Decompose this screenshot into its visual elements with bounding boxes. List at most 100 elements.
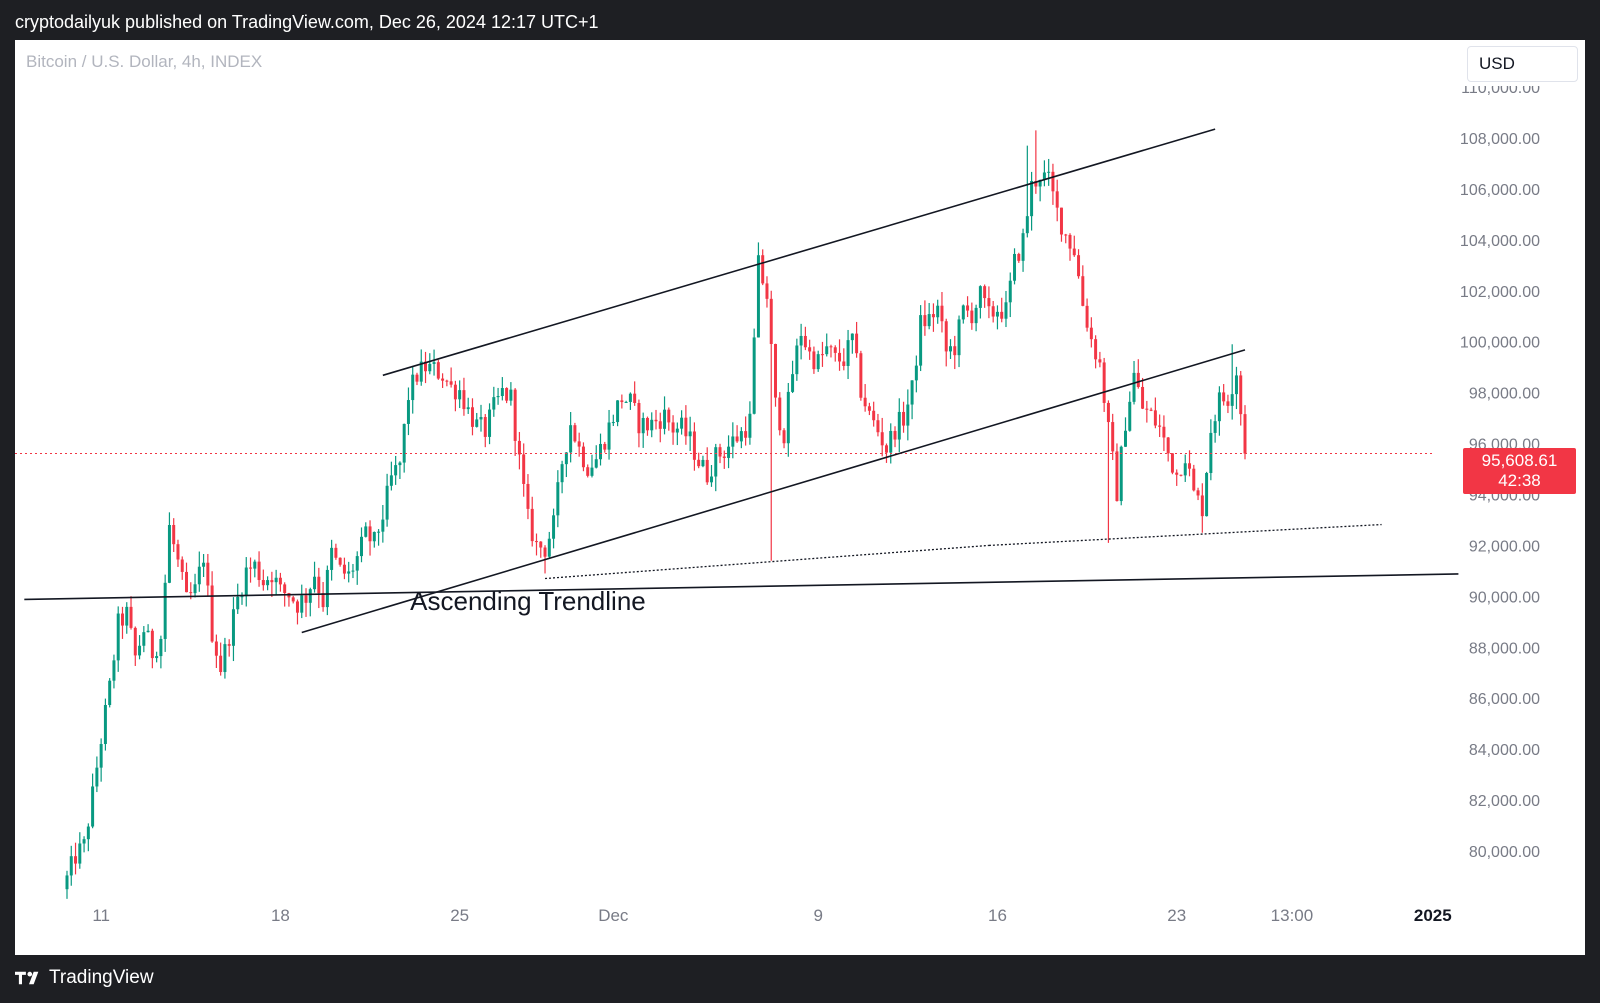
- candle-body: [223, 644, 227, 673]
- candle-body: [1098, 359, 1102, 363]
- candle-body: [325, 569, 329, 608]
- candle-body: [769, 298, 773, 344]
- candle-body: [748, 413, 752, 438]
- candle-body: [176, 544, 180, 560]
- candle-body: [475, 419, 479, 427]
- candle-body: [697, 459, 701, 467]
- candle-body: [180, 559, 184, 572]
- candle-body: [564, 452, 568, 465]
- candle-body: [1222, 392, 1226, 402]
- candle-body: [125, 606, 129, 626]
- candle-body: [385, 485, 389, 520]
- candle-body: [940, 305, 944, 322]
- candle-body: [300, 595, 304, 613]
- candle-body: [470, 407, 474, 427]
- support-dotted-line-2[interactable]: [988, 523, 1382, 547]
- candle-body: [547, 538, 551, 557]
- candle-body: [594, 459, 598, 468]
- y-tick-label: 88,000.00: [1469, 640, 1540, 657]
- candle-body: [1025, 216, 1029, 234]
- y-tick-label: 86,000.00: [1469, 691, 1540, 708]
- candle-body: [133, 627, 137, 656]
- ascending-trendline[interactable]: [24, 573, 1459, 601]
- candle-body: [257, 561, 261, 581]
- chart-area[interactable]: 80,000.00 82,000.00 84,000.00 86,000.00 88,0…: [15, 40, 1585, 955]
- candle-body: [978, 286, 982, 308]
- candle-body: [483, 417, 487, 437]
- candle-body: [1213, 421, 1217, 433]
- candle-body: [791, 374, 795, 392]
- candle-body: [756, 255, 760, 338]
- candle-body: [278, 577, 282, 585]
- candle-body: [381, 519, 385, 532]
- candle-body: [1068, 234, 1072, 249]
- candle-body: [368, 526, 372, 542]
- candle-body: [991, 306, 995, 317]
- candle-body: [522, 454, 526, 484]
- candle-body: [197, 566, 201, 585]
- candle-body: [846, 340, 850, 366]
- candle-body: [923, 315, 927, 327]
- candle-body: [334, 547, 338, 558]
- candle-body: [185, 571, 189, 593]
- candle-body: [65, 875, 69, 890]
- candle-body: [415, 374, 419, 382]
- candle-body: [1021, 233, 1025, 261]
- candle-body: [1234, 375, 1238, 395]
- channel-lower-line[interactable]: [301, 349, 1246, 634]
- candle-body: [650, 419, 654, 431]
- candle-body: [342, 564, 346, 574]
- candle-body: [953, 346, 957, 356]
- candle-body: [389, 475, 393, 486]
- candle-body: [735, 436, 739, 442]
- candle-body: [1038, 179, 1042, 187]
- candle-body: [496, 396, 500, 398]
- candle-body: [445, 380, 449, 382]
- candle-body: [95, 767, 99, 787]
- symbol-title: Bitcoin / U.S. Dollar, 4h, INDEX: [26, 52, 263, 71]
- candle-body: [355, 556, 359, 571]
- candle-body: [1166, 437, 1170, 454]
- candle-body: [1059, 207, 1063, 235]
- candle-body: [599, 443, 603, 460]
- candle-body: [705, 459, 709, 483]
- x-tick-label: 13:00: [1271, 906, 1314, 925]
- candle-body: [556, 482, 560, 516]
- candle-body: [825, 346, 829, 355]
- candle-body: [411, 374, 415, 401]
- candle-body: [765, 283, 769, 299]
- y-tick-label: 106,000.00: [1460, 182, 1540, 199]
- candle-body: [1183, 463, 1187, 476]
- candle-body: [1042, 172, 1046, 180]
- candle-body: [1004, 302, 1008, 319]
- candle-body: [1008, 280, 1012, 303]
- publish-bar: cryptodailyuk published on TradingView.c…: [0, 0, 1600, 40]
- candle-body: [701, 459, 705, 467]
- candle-body: [663, 409, 667, 429]
- candle-body: [99, 744, 103, 768]
- candle-body: [1111, 422, 1115, 452]
- y-tick-label: 82,000.00: [1469, 793, 1540, 810]
- candle-body: [1149, 409, 1153, 411]
- candle-body: [1102, 362, 1106, 403]
- candle-body: [560, 464, 564, 483]
- candle-body: [949, 346, 952, 352]
- candlestick-chart[interactable]: 80,000.00 82,000.00 84,000.00 86,000.00 88,0…: [15, 40, 1585, 955]
- candle-body: [360, 536, 363, 557]
- candle-body: [159, 638, 163, 657]
- support-dotted-line-1[interactable]: [544, 544, 989, 580]
- footer[interactable]: TradingView: [15, 962, 154, 994]
- candle-body: [927, 314, 931, 327]
- candle-body: [406, 400, 410, 424]
- candle-body: [718, 447, 722, 457]
- candle-body: [1081, 276, 1085, 306]
- candle-body: [1170, 453, 1174, 473]
- candle-body: [983, 286, 987, 299]
- currency-button[interactable]: USD: [1467, 46, 1578, 82]
- channel-upper-line[interactable]: [382, 128, 1216, 377]
- candle-body: [69, 856, 73, 876]
- bar-countdown: 42:38: [1498, 471, 1541, 490]
- candle-body: [351, 570, 355, 572]
- candle-body: [231, 609, 235, 646]
- candle-body: [364, 526, 368, 537]
